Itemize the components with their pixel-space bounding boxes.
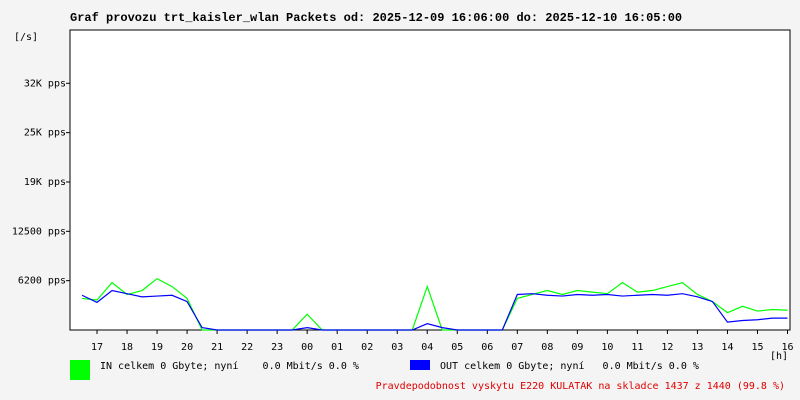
footer-note: Pravdepodobnost vyskytu E220 KULATAK na … bbox=[376, 381, 785, 392]
y-tick-label: 32K pps bbox=[24, 78, 66, 89]
y-tick-label: 12500 pps bbox=[12, 226, 66, 237]
plot-area bbox=[69, 29, 791, 331]
x-unit: [h] bbox=[770, 351, 788, 362]
x-tick-label: 07 bbox=[511, 342, 523, 353]
x-tick-label: 01 bbox=[331, 342, 343, 353]
x-tick-label: 19 bbox=[151, 342, 163, 353]
x-tick-label: 10 bbox=[601, 342, 613, 353]
x-tick-label: 16 bbox=[781, 342, 793, 353]
x-tick-label: 12 bbox=[661, 342, 673, 353]
legend-swatch bbox=[410, 360, 430, 370]
x-tick-label: 21 bbox=[211, 342, 223, 353]
x-tick-label: 14 bbox=[721, 342, 733, 353]
x-tick-label: 15 bbox=[751, 342, 763, 353]
x-tick-label: 09 bbox=[571, 342, 583, 353]
x-tick-label: 08 bbox=[541, 342, 553, 353]
legend-label: IN celkem 0 Gbyte; nyní 0.0 Mbit/s 0.0 % bbox=[100, 360, 359, 372]
x-tick-label: 20 bbox=[181, 342, 193, 353]
legend-label: OUT celkem 0 Gbyte; nyní 0.0 Mbit/s 0.0 … bbox=[440, 360, 699, 372]
x-tick-label: 04 bbox=[421, 342, 433, 353]
x-tick-label: 03 bbox=[391, 342, 403, 353]
chart-title: Graf provozu trt_kaisler_wlan Packets od… bbox=[70, 11, 682, 25]
x-tick-label: 00 bbox=[301, 342, 313, 353]
x-tick-label: 05 bbox=[451, 342, 463, 353]
x-tick-label: 23 bbox=[271, 342, 283, 353]
x-tick-label: 17 bbox=[91, 342, 103, 353]
x-tick-label: 06 bbox=[481, 342, 493, 353]
y-tick-label: 6200 pps bbox=[18, 276, 66, 287]
series-line bbox=[81, 289, 788, 331]
y-tick-label: 19K pps bbox=[24, 177, 66, 188]
x-tick-label: 02 bbox=[361, 342, 373, 353]
x-tick-label: 18 bbox=[121, 342, 133, 353]
legend-swatch bbox=[70, 360, 90, 380]
x-tick-label: 11 bbox=[631, 342, 643, 353]
series-line bbox=[81, 277, 788, 331]
y-tick-label: 25K pps bbox=[24, 128, 66, 139]
x-tick-label: 22 bbox=[241, 342, 253, 353]
x-tick-label: 13 bbox=[691, 342, 703, 353]
y-unit: [/s] bbox=[14, 32, 38, 43]
